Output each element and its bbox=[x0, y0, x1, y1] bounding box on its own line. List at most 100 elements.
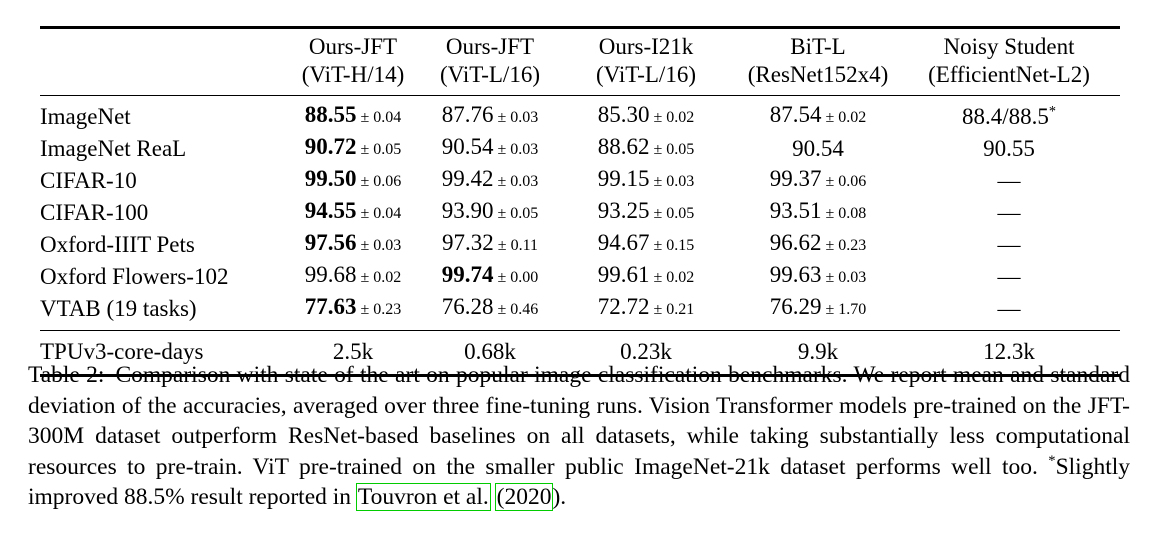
std-dev: ± 1.70 bbox=[821, 301, 867, 318]
std-dev: ± 0.03 bbox=[493, 109, 539, 126]
value: 97.32 bbox=[442, 230, 494, 255]
value: 99.63 bbox=[769, 262, 822, 287]
column-header-line1: Ours-JFT bbox=[308, 34, 398, 59]
column-header-line1: Noisy Student bbox=[943, 34, 1075, 59]
result-cell: 87.54 ± 0.02 bbox=[738, 96, 898, 133]
column-header-5: Noisy Student (EfficientNet-L2) bbox=[898, 27, 1120, 96]
value: 87.54 bbox=[769, 102, 822, 127]
value: — bbox=[997, 231, 1021, 257]
result-cell: 99.37 ± 0.06 bbox=[738, 164, 898, 196]
column-header-line2: (ViT-L/16) bbox=[596, 62, 696, 87]
result-cell: 93.51 ± 0.08 bbox=[738, 196, 898, 228]
result-cell: 90.54 bbox=[738, 132, 898, 164]
column-header-1: Ours-JFT (ViT-H/14) bbox=[280, 27, 426, 96]
result-cell: 87.76 ± 0.03 bbox=[426, 96, 554, 133]
table-row: Oxford Flowers-102 99.68 ± 0.02 99.74 ± 0.… bbox=[40, 260, 1120, 292]
compute-cost-cell: 2.5k bbox=[332, 339, 374, 364]
std-dev: ± 0.02 bbox=[649, 109, 695, 126]
caption-label: Table 2: bbox=[28, 362, 105, 388]
result-cell: 93.25 ± 0.05 bbox=[554, 196, 738, 228]
column-header-line2: (ResNet152x4) bbox=[747, 62, 889, 87]
best-value: 88.55 bbox=[304, 102, 357, 127]
value: — bbox=[997, 295, 1021, 321]
value: 90.54 bbox=[792, 135, 844, 161]
result-cell: 77.63 ± 0.23 bbox=[280, 292, 426, 331]
result-cell: 76.29 ± 1.70 bbox=[738, 292, 898, 331]
std-dev: ± 0.23 bbox=[821, 237, 867, 254]
table-caption: Table 2: Comparison with state of the art… bbox=[28, 360, 1130, 513]
value: 90.55 bbox=[983, 135, 1035, 161]
result-cell: 88.4/88.5* bbox=[898, 96, 1120, 133]
std-dev: ± 0.11 bbox=[493, 237, 538, 254]
result-cell: 90.72 ± 0.05 bbox=[280, 132, 426, 164]
column-header-3: Ours-I21k (ViT-L/16) bbox=[554, 27, 738, 96]
result-cell: 90.55 bbox=[898, 132, 1120, 164]
table-row: CIFAR-10 99.50 ± 0.06 99.42 ± 0.03 99.15 ± … bbox=[40, 164, 1120, 196]
row-label: Oxford Flowers-102 bbox=[40, 263, 229, 289]
compute-cost-cell: 0.23k bbox=[620, 339, 672, 364]
best-value: 99.74 bbox=[441, 262, 494, 287]
result-cell: 94.67 ± 0.15 bbox=[554, 228, 738, 260]
compute-cost-cell: 0.68k bbox=[464, 339, 516, 364]
result-cell: 93.90 ± 0.05 bbox=[426, 196, 554, 228]
column-header-line1: BiT-L bbox=[790, 34, 846, 59]
result-cell: 85.30 ± 0.02 bbox=[554, 96, 738, 133]
result-cell: 88.62 ± 0.05 bbox=[554, 132, 738, 164]
table-footer: TPUv3-core-days 2.5k 0.68k 0.23k 9.9k 12.3k bbox=[40, 331, 1120, 376]
result-cell: 94.55 ± 0.04 bbox=[280, 196, 426, 228]
result-cell: — bbox=[898, 228, 1120, 260]
value: 76.29 bbox=[769, 294, 822, 319]
result-cell: 99.50 ± 0.06 bbox=[280, 164, 426, 196]
value: — bbox=[997, 167, 1021, 193]
footnote-marker: * bbox=[1048, 452, 1056, 469]
std-dev: ± 0.02 bbox=[649, 269, 695, 286]
std-dev: ± 0.03 bbox=[649, 173, 695, 190]
result-cell: 96.62 ± 0.23 bbox=[738, 228, 898, 260]
column-header-2: Ours-JFT (ViT-L/16) bbox=[426, 27, 554, 96]
result-cell: 99.15 ± 0.03 bbox=[554, 164, 738, 196]
row-label: ImageNet bbox=[40, 103, 131, 129]
value: 85.30 bbox=[597, 102, 650, 127]
best-value: 94.55 bbox=[304, 198, 357, 223]
value: 99.15 bbox=[597, 166, 650, 191]
value: 99.61 bbox=[597, 262, 650, 287]
result-cell: — bbox=[898, 196, 1120, 228]
std-dev: ± 0.04 bbox=[356, 109, 402, 126]
row-label: VTAB (19 tasks) bbox=[40, 292, 280, 331]
std-dev: ± 0.05 bbox=[649, 205, 695, 222]
result-cell: — bbox=[898, 292, 1120, 331]
std-dev: ± 0.46 bbox=[493, 301, 539, 318]
caption-text: ). bbox=[552, 484, 567, 510]
result-cell: 99.68 ± 0.02 bbox=[280, 260, 426, 292]
column-header-line2: (ViT-H/14) bbox=[301, 62, 405, 87]
value: 88.62 bbox=[597, 134, 650, 159]
value: — bbox=[997, 263, 1021, 289]
value: 99.68 bbox=[304, 262, 357, 287]
column-header-4: BiT-L (ResNet152x4) bbox=[738, 27, 898, 96]
result-cell: 72.72 ± 0.21 bbox=[554, 292, 738, 331]
value: 90.54 bbox=[441, 134, 494, 159]
std-dev: ± 0.15 bbox=[649, 237, 695, 254]
table-row: CIFAR-100 94.55 ± 0.04 93.90 ± 0.05 93.25 ±… bbox=[40, 196, 1120, 228]
std-dev: ± 0.03 bbox=[493, 141, 539, 158]
result-cell: 97.32 ± 0.11 bbox=[426, 228, 554, 260]
value: — bbox=[997, 199, 1021, 225]
value: 87.76 bbox=[441, 102, 494, 127]
citation-touvron-link[interactable]: Touvron et al. bbox=[355, 483, 491, 511]
result-cell: 90.54 ± 0.03 bbox=[426, 132, 554, 164]
std-dev: ± 0.04 bbox=[356, 205, 402, 222]
value: 93.51 bbox=[769, 198, 822, 223]
std-dev: ± 0.02 bbox=[356, 269, 402, 286]
table-row: ImageNet ReaL 90.72 ± 0.05 90.54 ± 0.03 88.… bbox=[40, 132, 1120, 164]
caption-text: Comparison with state of the art on popu… bbox=[28, 362, 1130, 480]
best-value: 77.63 bbox=[304, 294, 357, 319]
caption-text: Slightly improved 88.5% result reported … bbox=[28, 453, 1130, 511]
column-header-line2: (ViT-L/16) bbox=[440, 62, 540, 87]
value: 88.4/88.5 bbox=[961, 103, 1049, 129]
citation-year-link[interactable]: (2020 bbox=[494, 483, 554, 511]
value: 76.28 bbox=[441, 294, 494, 319]
row-label: TPUv3-core-days bbox=[40, 339, 204, 364]
best-value: 99.50 bbox=[304, 166, 357, 191]
std-dev: ± 0.03 bbox=[356, 237, 402, 254]
result-cell: — bbox=[898, 260, 1120, 292]
